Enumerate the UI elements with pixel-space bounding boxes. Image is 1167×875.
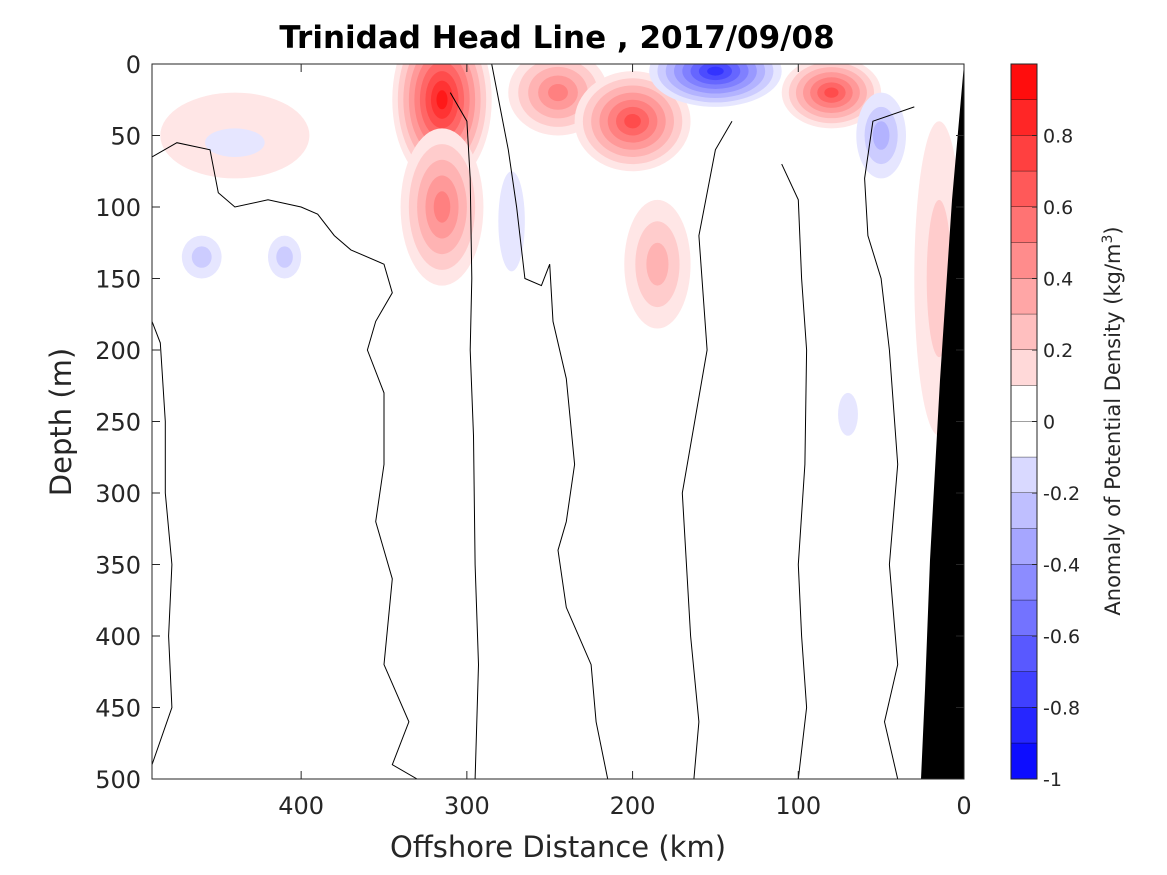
colorbar: [1011, 64, 1037, 780]
colorbar-segment: [1011, 528, 1037, 565]
colorbar-tick-label: -0.8: [1043, 698, 1080, 720]
colorbar-segment: [1011, 743, 1037, 779]
x-tick-label: 400: [278, 792, 324, 820]
anomaly-level: [872, 121, 890, 150]
colorbar-label: Anomaly of Potential Density (kg/m3): [1100, 226, 1125, 615]
colorbar-segment: [1011, 350, 1037, 386]
colorbar-tick-label: 0.6: [1043, 197, 1073, 219]
colorbar-segment: [1011, 278, 1037, 315]
colorbar-segment: [1011, 135, 1037, 172]
x-tick-label: 200: [610, 792, 656, 820]
colorbar-segment: [1011, 171, 1037, 207]
colorbar-tick-label: 0: [1043, 412, 1055, 434]
colorbar-segment: [1011, 707, 1037, 744]
colorbar-tick-label: -0.2: [1043, 483, 1080, 505]
x-axis-label: Offshore Distance (km): [390, 830, 726, 864]
anomaly-fill-layer: [160, 64, 964, 436]
anomaly-level: [498, 171, 525, 272]
y-tick-label: 500: [95, 766, 141, 794]
colorbar-segment: [1011, 421, 1037, 458]
y-tick-label: 100: [95, 194, 141, 222]
anomaly-patch: [498, 171, 525, 272]
colorbar-segment: [1011, 207, 1037, 243]
y-axis: 0 50 100 150 200 250 300 350 400 450 500: [95, 51, 964, 794]
anomaly-patch: [856, 92, 907, 179]
anomaly-patch: [838, 392, 858, 436]
colorbar-segment: [1011, 242, 1037, 279]
x-tick-label: 300: [444, 792, 490, 820]
anomaly-patch: [205, 128, 265, 157]
zero-contour-line: [781, 163, 808, 779]
zero-contour-layer: [152, 64, 915, 779]
zero-contour-line: [152, 142, 418, 779]
colorbar-label-text: Anomaly of Potential Density (kg/m: [1101, 244, 1125, 616]
colorbar-segment: [1011, 600, 1037, 636]
colorbar-tick-label: -0.4: [1043, 555, 1080, 577]
y-tick-label: 50: [110, 123, 141, 151]
y-tick-label: 450: [95, 695, 141, 723]
colorbar-segment: [1011, 314, 1037, 350]
anomaly-level: [276, 246, 293, 268]
anomaly-patch: [181, 235, 222, 279]
x-tick-label: 0: [956, 792, 971, 820]
y-tick-label: 400: [95, 623, 141, 651]
colorbar-segment: [1011, 493, 1037, 529]
colorbar-tick-label: 0.4: [1043, 269, 1073, 291]
colorbar-segment: [1011, 457, 1037, 493]
colorbar-label-suffix: ): [1101, 226, 1125, 234]
y-tick-label: 350: [95, 552, 141, 580]
colorbar-tick-label: -0.6: [1043, 626, 1080, 648]
anomaly-level: [707, 66, 724, 76]
colorbar-tick-label: 0.2: [1043, 340, 1073, 362]
zero-contour-line: [449, 92, 480, 779]
zero-contour-line: [864, 106, 915, 779]
anomaly-level: [824, 87, 839, 98]
colorbar-label-superscript: 3: [1100, 235, 1116, 244]
zero-contour-line: [491, 64, 609, 779]
y-tick-label: 150: [95, 266, 141, 294]
anomaly-level: [205, 128, 265, 157]
y-tick-label: 250: [95, 409, 141, 437]
y-tick-label: 200: [95, 337, 141, 365]
zero-contour-line: [681, 120, 733, 779]
seafloor-bathymetry: [921, 64, 964, 779]
colorbar-segment: [1011, 99, 1037, 136]
colorbar-tick-label: -1: [1043, 769, 1062, 791]
anomaly-level: [624, 114, 641, 129]
anomaly-patch: [624, 199, 691, 329]
zero-contour-line: [152, 321, 173, 765]
colorbar-ticks: 0.8 0.6 0.4 0.2 0 -0.2 -0.4 -0.6 -0.8 -1: [1032, 126, 1080, 791]
anomaly-patch: [400, 128, 484, 286]
anomaly-level: [548, 84, 568, 102]
colorbar-tick-label: 0.8: [1043, 126, 1073, 148]
anomaly-patch: [649, 64, 782, 107]
colorbar-segment: [1011, 636, 1037, 672]
chart-title: Trinidad Head Line , 2017/09/08: [279, 20, 834, 56]
y-axis-label: Depth (m): [44, 348, 78, 496]
plot-background: [152, 64, 964, 779]
anomaly-level: [838, 392, 858, 436]
y-tick-label: 300: [95, 480, 141, 508]
anomaly-patch: [781, 64, 882, 129]
x-axis: 400 300 200 100 0: [278, 64, 972, 820]
x-tick-label: 100: [775, 792, 821, 820]
anomaly-patch: [574, 71, 691, 172]
anomaly-patch: [268, 235, 302, 279]
colorbar-segment: [1011, 385, 1037, 422]
anomaly-level: [433, 191, 451, 223]
y-tick-label: 0: [126, 51, 141, 79]
colorbar-segment: [1011, 64, 1037, 100]
anomaly-level: [436, 90, 448, 110]
colorbar-segment: [1011, 564, 1037, 601]
anomaly-level: [646, 242, 669, 286]
anomaly-level: [191, 246, 212, 268]
colorbar-segment: [1011, 671, 1037, 708]
